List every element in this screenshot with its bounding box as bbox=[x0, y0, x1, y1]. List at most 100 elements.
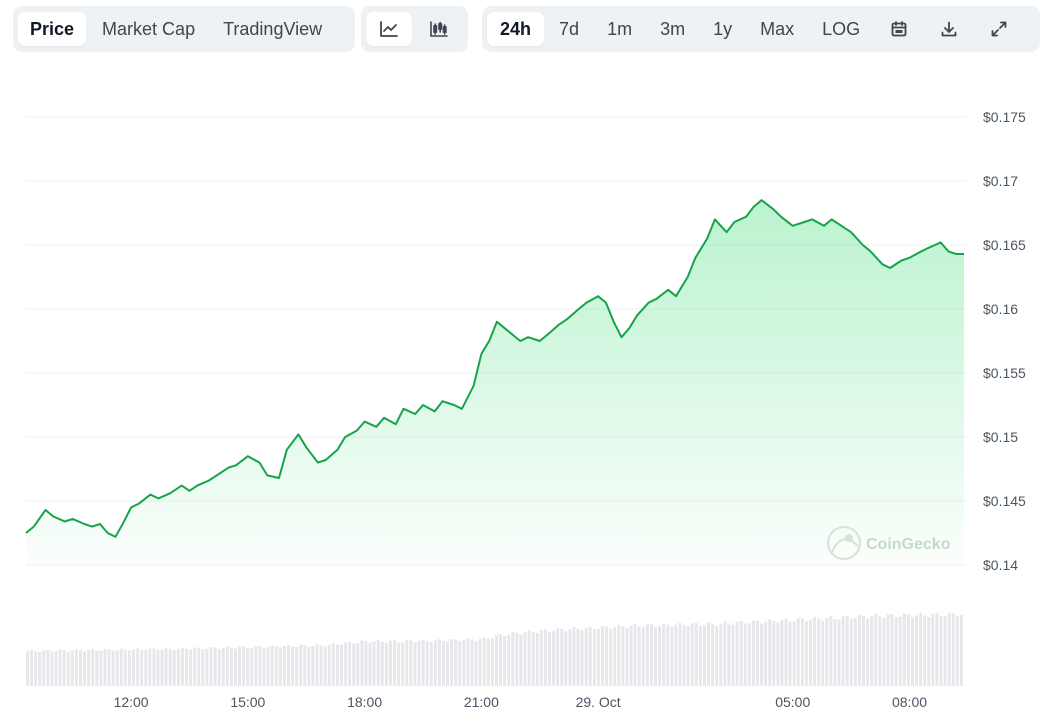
volume-bar bbox=[776, 622, 780, 686]
volume-bar bbox=[617, 624, 621, 686]
volume-bar bbox=[433, 640, 437, 686]
volume-bar bbox=[450, 639, 454, 686]
calendar-button[interactable] bbox=[875, 12, 923, 46]
volume-bar bbox=[495, 635, 498, 686]
volume-bar bbox=[50, 651, 54, 686]
volume-bar bbox=[813, 616, 817, 686]
volume-bar bbox=[209, 647, 213, 686]
volume-bar bbox=[87, 649, 91, 686]
volume-bar bbox=[413, 642, 417, 686]
volume-bar bbox=[788, 621, 792, 686]
volume-bar bbox=[119, 648, 123, 686]
volume-bar bbox=[405, 640, 409, 686]
range-3m-button[interactable]: 3m bbox=[660, 18, 686, 39]
volume-bar bbox=[735, 621, 739, 686]
volume-bar bbox=[784, 618, 788, 686]
volume-bar bbox=[658, 626, 662, 686]
volume-bar bbox=[458, 641, 462, 686]
volume-bar bbox=[666, 624, 670, 686]
volume-bar bbox=[605, 626, 609, 686]
volume-bar bbox=[821, 620, 825, 686]
volume-bar bbox=[180, 647, 184, 686]
range-max-button[interactable]: Max bbox=[760, 18, 795, 39]
volume-bar bbox=[482, 637, 486, 686]
download-button[interactable] bbox=[925, 12, 973, 46]
volume-bar bbox=[747, 623, 751, 686]
volume-bar bbox=[242, 646, 246, 686]
range-7d-button[interactable]: 7d bbox=[559, 18, 580, 39]
volume-bar bbox=[837, 619, 841, 686]
volume-bar bbox=[910, 617, 914, 686]
volume-bar bbox=[356, 642, 360, 686]
volume-bar bbox=[580, 630, 584, 686]
volume-bar bbox=[548, 631, 551, 686]
volume-bar bbox=[951, 613, 955, 686]
range-log-button[interactable]: LOG bbox=[822, 18, 861, 39]
volume-bar bbox=[474, 640, 478, 686]
volume-bar bbox=[939, 615, 943, 686]
volume-bar bbox=[262, 647, 266, 686]
volume-bar bbox=[723, 621, 727, 686]
volume-bar bbox=[295, 646, 299, 686]
x-tick-label: 12:00 bbox=[114, 694, 149, 710]
volume-bar bbox=[319, 645, 323, 686]
watermark-text: CoinGecko bbox=[866, 536, 951, 553]
volume-bar bbox=[360, 640, 364, 686]
tab-tradingview[interactable]: TradingView bbox=[223, 18, 323, 39]
volume-bar bbox=[515, 632, 519, 686]
volume-bar bbox=[923, 615, 927, 686]
line-chart-button[interactable] bbox=[366, 12, 412, 46]
volume-bar bbox=[168, 648, 172, 686]
volume-bar bbox=[107, 649, 111, 686]
range-24h-button[interactable]: 24h bbox=[487, 12, 545, 46]
volume-bar bbox=[715, 625, 719, 686]
y-tick-label: $0.165 bbox=[983, 237, 1026, 253]
volume-bar bbox=[197, 647, 201, 686]
volume-bar bbox=[148, 648, 152, 686]
chart-toolbar: Price Market Cap TradingView 24h 7d 1m 3m 1y Ma… bbox=[13, 6, 1040, 52]
candlestick-chart-icon bbox=[429, 20, 449, 38]
x-tick-label: 21:00 bbox=[464, 694, 499, 710]
volume-bar bbox=[731, 624, 735, 686]
calendar-icon bbox=[890, 20, 908, 38]
tab-market-cap[interactable]: Market Cap bbox=[102, 18, 196, 39]
volume-bar bbox=[511, 631, 515, 686]
range-1m-button[interactable]: 1m bbox=[607, 18, 633, 39]
volume-bar bbox=[490, 638, 494, 686]
range-1y-button[interactable]: 1y bbox=[713, 18, 733, 39]
volume-bar bbox=[780, 619, 784, 686]
volume-bar bbox=[727, 623, 731, 686]
volume-bar bbox=[254, 646, 258, 686]
volume-bar bbox=[132, 649, 135, 686]
volume-bar bbox=[26, 651, 29, 686]
volume-bar bbox=[291, 646, 295, 686]
volume-bar bbox=[74, 649, 78, 686]
volume-bar bbox=[535, 632, 539, 686]
volume-bar bbox=[372, 641, 376, 686]
volume-bar bbox=[560, 628, 564, 686]
volume-bar bbox=[393, 640, 396, 686]
volume-bar bbox=[172, 650, 176, 686]
volume-bar bbox=[654, 627, 657, 686]
volume-bar bbox=[189, 649, 193, 686]
volume-bar bbox=[303, 645, 307, 686]
volume-bar bbox=[91, 649, 95, 686]
volume-bar bbox=[768, 619, 772, 686]
volume-bar bbox=[470, 639, 474, 686]
volume-bar bbox=[531, 632, 535, 686]
volume-bars bbox=[26, 612, 963, 686]
volume-bar bbox=[592, 629, 596, 686]
volume-bar bbox=[686, 626, 690, 686]
volume-bar bbox=[898, 616, 902, 686]
volume-bar bbox=[152, 648, 156, 686]
expand-button[interactable] bbox=[975, 12, 1023, 46]
volume-bar bbox=[915, 615, 918, 686]
volume-bar bbox=[927, 616, 931, 686]
volume-bar bbox=[478, 639, 482, 686]
candlestick-chart-button[interactable] bbox=[416, 12, 462, 46]
volume-bar bbox=[674, 624, 678, 686]
volume-bar bbox=[429, 642, 433, 686]
volume-bar bbox=[42, 650, 46, 686]
volume-bar bbox=[829, 616, 833, 686]
tab-price[interactable]: Price bbox=[18, 12, 87, 46]
